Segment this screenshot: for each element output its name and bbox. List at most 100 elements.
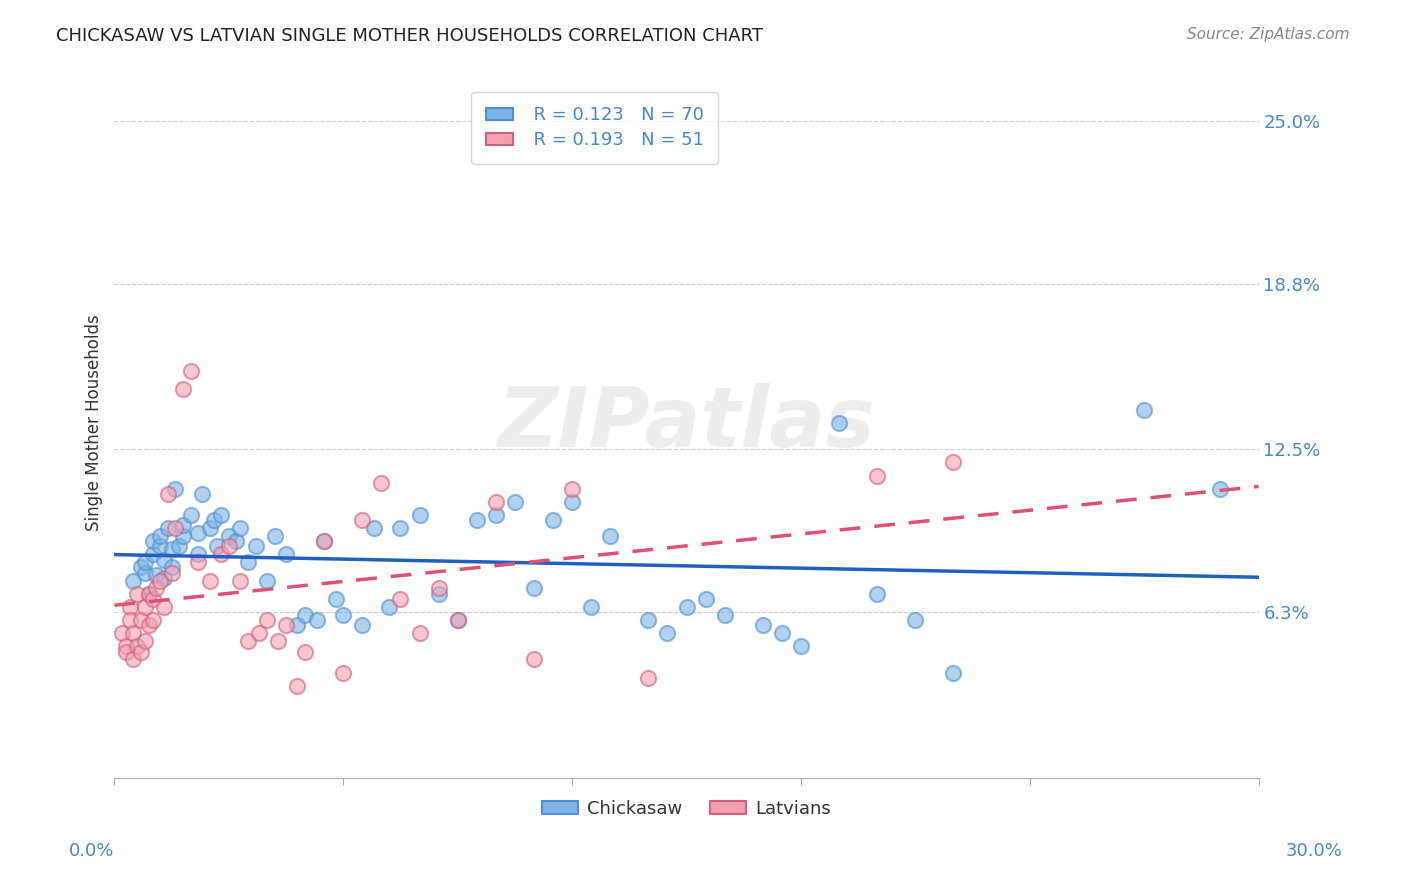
Point [904,613,927,627]
Point [561,482,583,496]
Point [942,455,965,469]
Point [153,599,176,614]
Point [198,521,221,535]
Point [579,599,602,614]
Point [485,508,508,522]
Point [141,534,163,549]
Point [828,416,851,430]
Point [156,521,179,535]
Point [153,552,176,566]
Point [236,555,259,569]
Point [138,587,160,601]
Point [180,508,202,522]
Point [389,521,412,535]
Point [370,476,392,491]
Point [408,626,430,640]
Point [141,613,163,627]
Point [866,587,889,601]
Point [427,582,450,596]
Text: Source: ZipAtlas.com: Source: ZipAtlas.com [1187,27,1350,42]
Point [172,529,194,543]
Point [122,574,145,588]
Point [1133,403,1156,417]
Point [160,566,183,580]
Text: CHICKASAW VS LATVIAN SINGLE MOTHER HOUSEHOLDS CORRELATION CHART: CHICKASAW VS LATVIAN SINGLE MOTHER HOUSE… [56,27,763,45]
Point [115,644,138,658]
Point [180,363,202,377]
Point [129,560,152,574]
Point [447,613,470,627]
Point [111,626,134,640]
Point [245,540,267,554]
Point [305,613,328,627]
Point [363,521,385,535]
Point [165,482,187,496]
Point [314,534,336,549]
Point [267,634,290,648]
Point [165,521,187,535]
Point [167,540,190,554]
Point [541,513,564,527]
Point [149,540,172,554]
Point [352,618,374,632]
Point [129,644,152,658]
Point [427,587,450,601]
Legend: Chickasaw, Latvians: Chickasaw, Latvians [536,793,838,825]
Point [287,618,309,632]
Point [447,613,470,627]
Point [209,508,232,522]
Point [191,487,214,501]
Point [1209,482,1232,496]
Point [134,566,156,580]
Point [209,547,232,561]
Point [122,626,145,640]
Point [149,529,172,543]
Point [378,599,401,614]
Point [225,534,247,549]
Point [790,640,813,654]
Text: 30.0%: 30.0% [1286,842,1343,860]
Point [274,547,297,561]
Point [657,626,679,640]
Point [229,521,252,535]
Point [160,542,183,557]
Point [408,508,430,522]
Point [145,582,167,596]
Point [713,607,735,622]
Point [599,529,621,543]
Point [332,607,354,622]
Point [263,529,285,543]
Point [695,592,717,607]
Point [156,487,179,501]
Point [675,599,697,614]
Point [229,574,252,588]
Point [187,555,209,569]
Point [866,468,889,483]
Point [314,534,336,549]
Point [218,540,240,554]
Point [202,513,225,527]
Point [256,613,278,627]
Point [752,618,775,632]
Y-axis label: Single Mother Households: Single Mother Households [86,315,103,532]
Point [485,495,508,509]
Point [138,618,160,632]
Point [256,574,278,588]
Point [127,640,149,654]
Point [523,582,546,596]
Point [129,613,152,627]
Point [352,513,374,527]
Point [770,626,793,640]
Point [942,665,965,680]
Point [160,560,183,574]
Point [325,592,347,607]
Point [134,634,156,648]
Point [145,568,167,582]
Point [389,592,412,607]
Point [134,599,156,614]
Point [637,671,659,685]
Point [115,640,138,654]
Point [294,607,316,622]
Point [503,495,526,509]
Point [134,555,156,569]
